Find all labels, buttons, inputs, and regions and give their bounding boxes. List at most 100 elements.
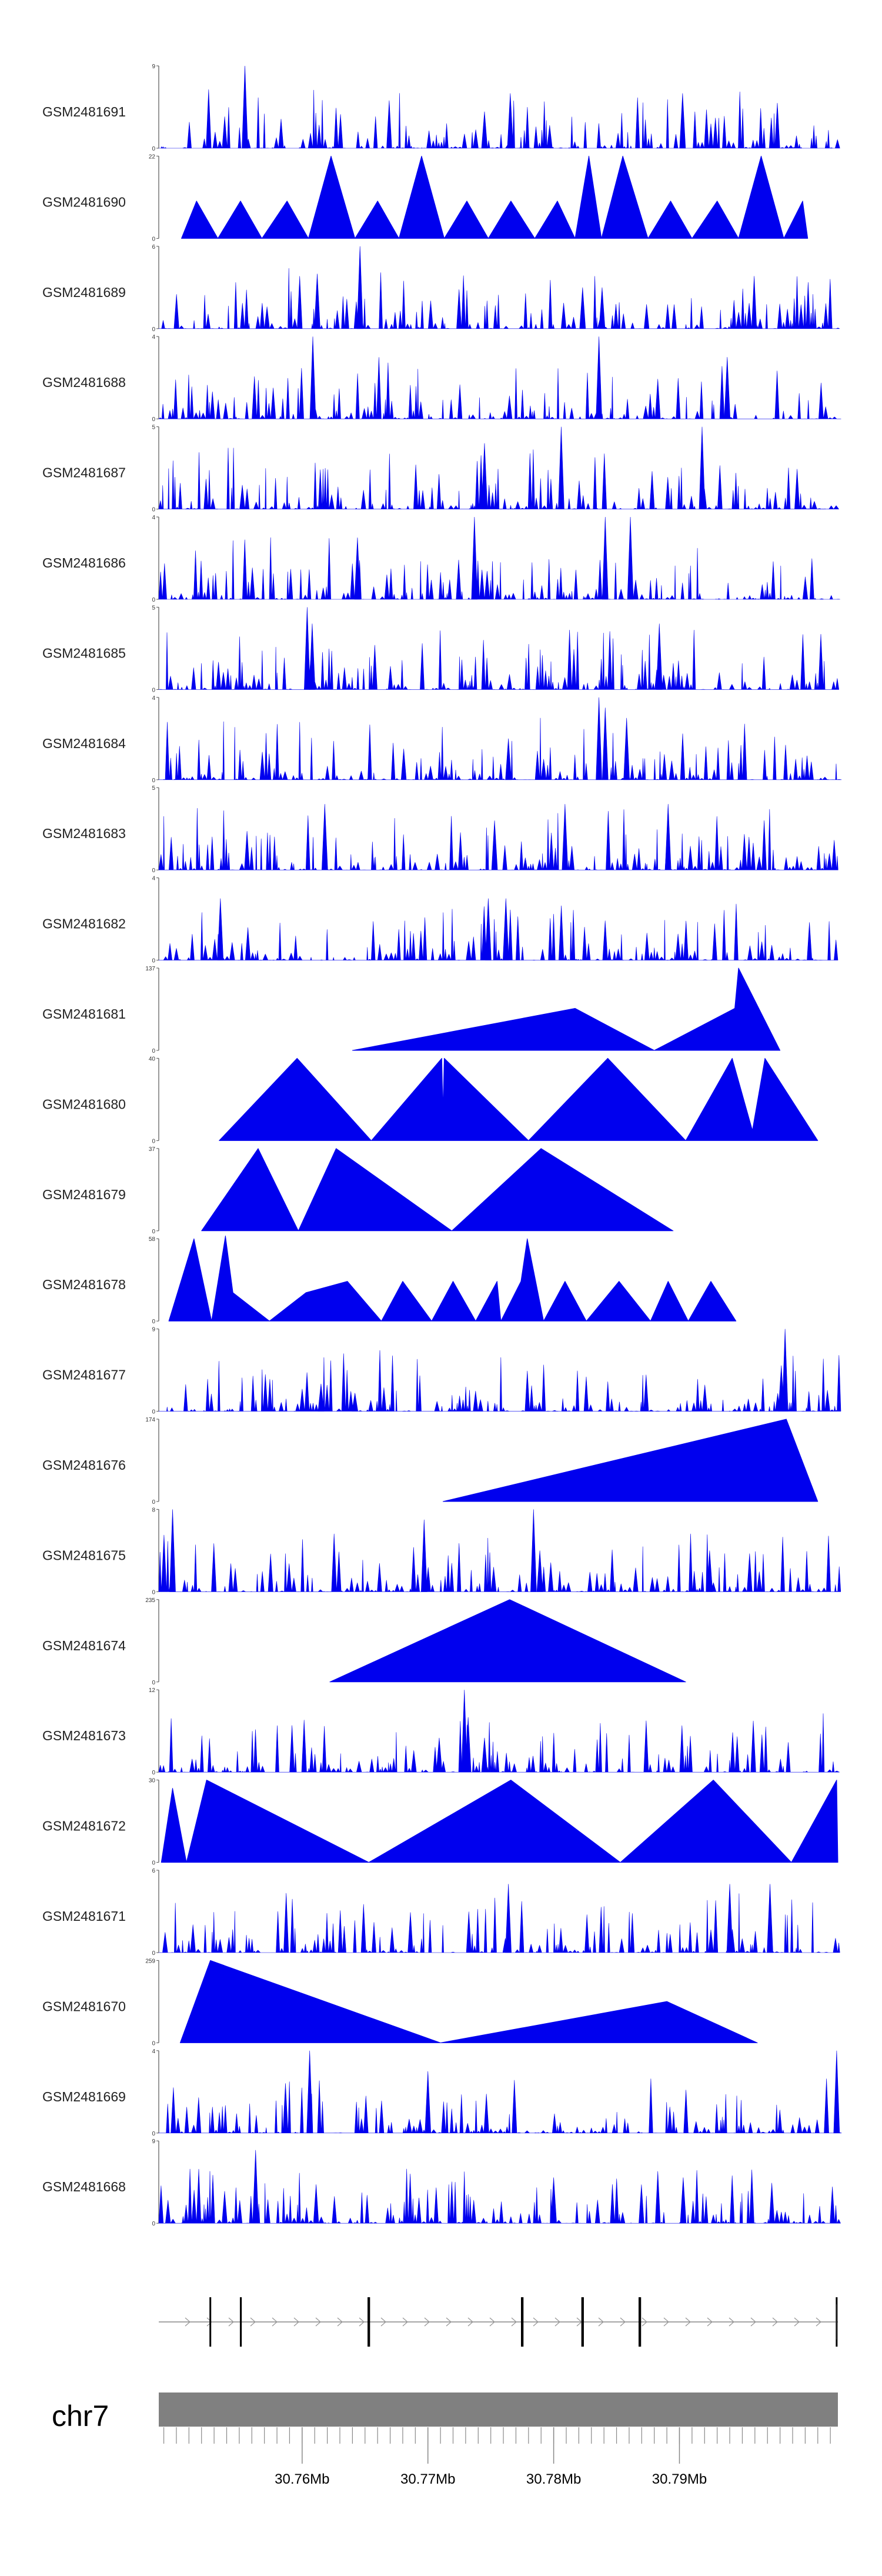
y-min-label: 0 (152, 1409, 155, 1416)
strand-arrow (554, 2317, 560, 2327)
signal-peak (252, 2150, 259, 2224)
signal-peak (596, 336, 602, 419)
ideogram-track: chr7 (52, 2393, 838, 2432)
signal-area (179, 1960, 758, 2043)
signal-peak (242, 65, 248, 149)
track-GSM2481672: GSM2481672 30 0 (42, 1778, 838, 1867)
y-max-label: 9 (152, 64, 155, 70)
signal-peak (530, 1509, 537, 1592)
gene-model-track (159, 2297, 838, 2347)
y-min-label: 0 (152, 1589, 155, 1596)
signal-area (158, 357, 841, 419)
track-GSM2481680: GSM2481680 40 0 (42, 1056, 818, 1144)
track-GSM2481681: GSM2481681 137 0 (42, 966, 781, 1055)
signal-peak (465, 1717, 472, 1773)
signal-peak (505, 738, 512, 780)
signal-peak (420, 1519, 427, 1592)
signal-peak (436, 1737, 443, 1773)
track-GSM2481678: GSM2481678 58 0 (42, 1235, 737, 1325)
signal-area (158, 1350, 841, 1412)
signal-peak (623, 718, 630, 780)
signal-peak (562, 804, 569, 870)
signal-area (158, 903, 838, 960)
track-GSM2481686: GSM2481686 4 0 (42, 515, 840, 603)
strand-arrow (598, 2317, 604, 2327)
track-GSM2481675: GSM2481675 8 0 (42, 1507, 841, 1596)
y-min-label: 0 (152, 958, 155, 965)
track-label: GSM2481679 (42, 1187, 126, 1202)
strand-arrow (380, 2317, 386, 2327)
track-GSM2481677: GSM2481677 9 0 (42, 1327, 841, 1416)
signal-area (219, 1057, 818, 1141)
y-min-label: 0 (152, 1770, 155, 1776)
track-GSM2481679: GSM2481679 37 0 (42, 1146, 674, 1235)
strand-arrow (467, 2317, 473, 2327)
y-min-label: 0 (152, 2221, 155, 2227)
signal-peak (461, 1690, 468, 1773)
exon (581, 2297, 584, 2347)
signal-peak (169, 1509, 176, 1592)
track-label: GSM2481674 (42, 1638, 126, 1653)
genome-axis: 30.76Mb 30.77Mb 30.78Mb 30.79Mb (163, 2427, 831, 2487)
signal-peak (550, 2177, 557, 2224)
strand-arrow (511, 2317, 517, 2327)
strand-arrow (620, 2317, 626, 2327)
strand-arrow (729, 2317, 734, 2327)
y-min-label: 0 (152, 1950, 155, 1957)
strand-arrow (685, 2317, 691, 2327)
track-label: GSM2481681 (42, 1006, 126, 1022)
signal-peak (309, 623, 316, 690)
signal-peak (507, 93, 514, 149)
signal-peak (602, 516, 609, 600)
strand-arrow (206, 2317, 212, 2327)
track-GSM2481673: GSM2481673 12 0 (42, 1687, 840, 1776)
y-max-label: 37 (149, 1146, 156, 1153)
signal-peak (505, 1884, 512, 1953)
major-tick-label: 30.77Mb (400, 2471, 455, 2487)
signal-peak (481, 111, 488, 149)
y-max-label: 259 (145, 1958, 155, 1964)
y-max-label: 9 (152, 1327, 155, 1333)
y-max-label: 8 (152, 1507, 155, 1513)
signal-area (158, 1713, 840, 1773)
signal-peak (503, 898, 509, 960)
exon (521, 2297, 524, 2347)
strand-arrow (707, 2317, 713, 2327)
strand-arrow (250, 2317, 256, 2327)
y-min-label: 0 (152, 236, 155, 242)
signal-area (158, 537, 840, 600)
track-GSM2481674: GSM2481674 235 0 (42, 1597, 686, 1686)
signal-peak (217, 898, 224, 960)
signal-peak (706, 1550, 713, 1592)
signal-peak (318, 1383, 325, 1412)
strand-arrow (642, 2317, 647, 2327)
y-max-label: 30 (149, 1778, 156, 1784)
y-min-label: 0 (152, 2040, 155, 2047)
signal-peak (778, 1365, 785, 1412)
y-max-label: 137 (145, 966, 155, 972)
track-label: GSM2481685 (42, 645, 126, 660)
y-max-label: 6 (152, 244, 155, 251)
y-min-label: 0 (152, 1319, 155, 1325)
track-label: GSM2481689 (42, 285, 126, 300)
y-max-label: 4 (152, 695, 155, 702)
y-min-label: 0 (152, 1680, 155, 1686)
y-min-label: 0 (152, 146, 155, 152)
strand-arrow (228, 2317, 234, 2327)
signal-peak (627, 516, 634, 600)
signal-peak (724, 357, 731, 419)
strand-arrow (533, 2317, 539, 2327)
strand-arrow (772, 2317, 778, 2327)
signal-area (168, 1235, 737, 1322)
track-label: GSM2481691 (42, 104, 126, 119)
signal-peak (680, 2177, 687, 2224)
signal-peak (354, 537, 361, 600)
exon (368, 2297, 370, 2347)
track-GSM2481676: GSM2481676 174 0 (42, 1417, 818, 1506)
strand-arrow (337, 2317, 343, 2327)
track-label: GSM2481686 (42, 555, 126, 570)
y-max-label: 6 (152, 1868, 155, 1874)
track-GSM2481689: GSM2481689 6 0 (42, 244, 840, 333)
signal-peak (425, 2071, 432, 2134)
track-GSM2481691: GSM2481691 9 0 (42, 64, 840, 152)
